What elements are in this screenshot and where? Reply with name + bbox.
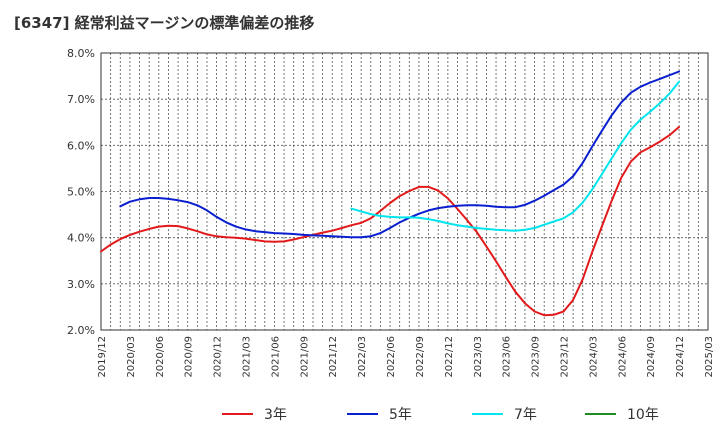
x-tick-label: 2023/12 <box>559 336 570 378</box>
y-tick-label: 3.0% <box>67 278 95 291</box>
x-tick-label: 2022/03 <box>357 336 368 378</box>
x-tick-label: 2023/06 <box>502 336 513 378</box>
legend-label-7年: 7年 <box>514 407 537 423</box>
x-tick-label: 2023/03 <box>473 336 484 378</box>
series-line-7年 <box>350 80 681 232</box>
x-tick-label: 2020/03 <box>126 336 137 378</box>
y-axis-ticks: 2.0% 3.0% 4.0% 5.0% 6.0% 7.0% 8.0% <box>67 47 95 337</box>
series-line-5年 <box>119 70 681 239</box>
x-tick-label: 2022/09 <box>415 336 426 378</box>
y-tick-label: 2.0% <box>67 324 95 337</box>
x-tick-label: 2025/03 <box>704 336 715 378</box>
series-line-3年 <box>100 125 681 317</box>
x-tick-label: 2024/06 <box>617 336 628 378</box>
y-tick-label: 4.0% <box>67 232 95 245</box>
x-tick-label: 2020/09 <box>184 336 195 378</box>
x-tick-label: 2024/12 <box>675 336 686 378</box>
x-tick-label: 2021/12 <box>328 336 339 378</box>
x-tick-label: 2024/03 <box>588 336 599 378</box>
x-tick-label: 2021/09 <box>299 336 310 378</box>
x-tick-label: 2021/06 <box>270 336 281 378</box>
x-tick-label: 2022/12 <box>444 336 455 378</box>
x-tick-label: 2023/09 <box>531 336 542 378</box>
grid-lines <box>101 53 708 330</box>
x-tick-label: 2020/12 <box>213 336 224 378</box>
x-axis-ticks: 2019/12 2020/03 2020/06 2020/09 2020/12 2021/… <box>97 336 715 378</box>
chart-title: [6347] 経常利益マージンの標準偏差の推移 <box>14 14 315 32</box>
x-tick-label: 2019/12 <box>97 336 108 378</box>
x-tick-label: 2022/06 <box>386 336 397 378</box>
plot-area-border <box>100 52 709 331</box>
x-tick-label: 2021/03 <box>242 336 253 378</box>
x-tick-label: 2020/06 <box>155 336 166 378</box>
series-lines <box>100 70 681 317</box>
y-tick-label: 6.0% <box>67 139 95 152</box>
legend-label-10年: 10年 <box>627 407 659 423</box>
y-tick-label: 8.0% <box>67 47 95 60</box>
legend-label-3年: 3年 <box>264 407 287 423</box>
y-tick-label: 7.0% <box>67 93 95 106</box>
legend-label-5年: 5年 <box>389 407 412 423</box>
legend: 3年 5年 7年 10年 <box>222 407 659 423</box>
x-tick-label: 2024/09 <box>646 336 657 378</box>
y-tick-label: 5.0% <box>67 186 95 199</box>
